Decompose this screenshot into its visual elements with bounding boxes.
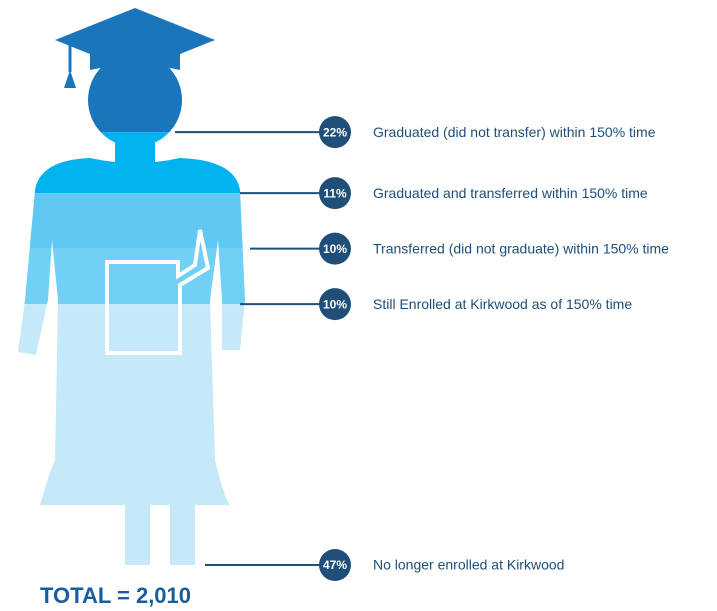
value-label: 10% — [323, 297, 347, 311]
cap-band — [90, 52, 180, 70]
value-label: 47% — [323, 558, 347, 572]
total: TOTAL = 2,010 — [40, 583, 191, 608]
category-label: Graduated and transferred within 150% ti… — [373, 185, 648, 201]
category-label: Transferred (did not graduate) within 15… — [373, 240, 669, 256]
tassel — [64, 70, 76, 88]
value-label: 11% — [323, 186, 347, 200]
figure — [18, 53, 245, 565]
band — [18, 248, 245, 305]
category-label: No longer enrolled at Kirkwood — [373, 557, 564, 573]
value-badge — [319, 232, 351, 265]
value-label: 22% — [323, 125, 347, 139]
value-label: 10% — [323, 242, 347, 256]
diploma — [105, 229, 211, 355]
category-label: Graduated (did not transfer) within 150%… — [373, 124, 656, 140]
value-badge — [319, 177, 351, 210]
value-badge — [319, 288, 351, 321]
value-badge — [319, 549, 351, 581]
band — [18, 193, 245, 249]
band — [18, 132, 245, 194]
value-badge — [319, 116, 351, 149]
category-label: Still Enrolled at Kirkwood as of 150% ti… — [373, 296, 632, 312]
band — [18, 304, 245, 565]
